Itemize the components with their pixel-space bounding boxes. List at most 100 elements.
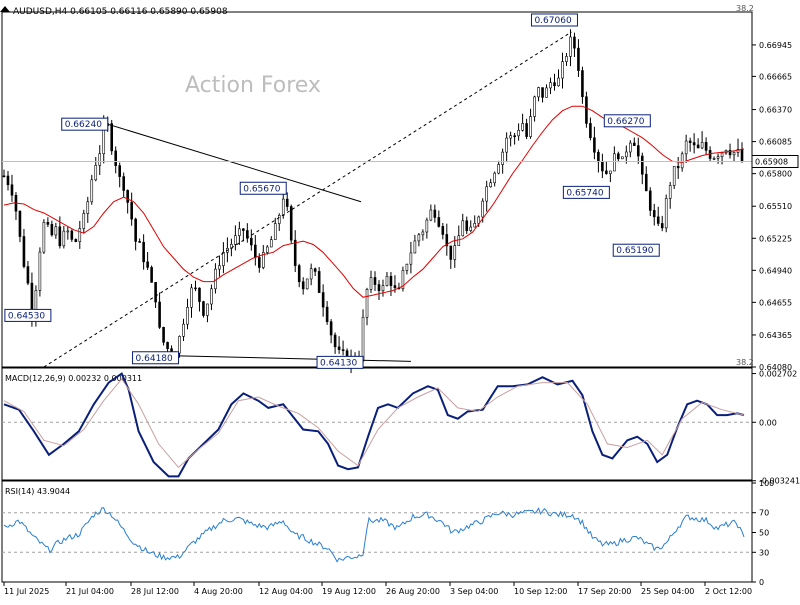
- candle: [525, 123, 528, 137]
- candle: [78, 228, 82, 242]
- candle: [198, 287, 201, 302]
- candle: [553, 82, 556, 87]
- candle: [277, 215, 281, 224]
- candle: [437, 217, 441, 227]
- candle: [254, 244, 257, 258]
- x-tick-label: 25 Sep 04:00: [641, 587, 694, 596]
- price-label-box: [239, 181, 287, 195]
- fib-label-bottom: 38.2: [736, 358, 754, 367]
- candle: [162, 327, 165, 343]
- price-label-box: [603, 114, 651, 128]
- candle: [58, 226, 62, 247]
- price-label-box: [316, 355, 364, 369]
- symbol-triangle-icon: [0, 6, 10, 12]
- candle: [644, 173, 648, 192]
- candle: [118, 165, 121, 177]
- price-tick-label: 0.64655: [759, 298, 792, 307]
- candle: [94, 165, 98, 181]
- header-ohlc: AUDUSD,H4 0.66105 0.66116 0.65890 0.6590…: [13, 7, 228, 17]
- macd-tick-label: -0.003241: [759, 477, 800, 486]
- candle: [46, 221, 50, 225]
- candle: [333, 334, 337, 348]
- price-label-text: 0.66270: [607, 117, 644, 127]
- candle: [696, 144, 700, 149]
- candle: [676, 166, 680, 169]
- macd-line: [3, 372, 745, 478]
- candle: [569, 36, 572, 57]
- candle: [425, 219, 429, 233]
- candle: [485, 186, 488, 202]
- price-tick-label: 0.64365: [759, 331, 792, 340]
- candle: [601, 161, 604, 172]
- price-label-text: 0.64130: [320, 358, 357, 368]
- candle: [712, 158, 716, 160]
- candle: [186, 307, 189, 325]
- candle: [517, 129, 520, 137]
- watermark-text: Action Forex: [185, 73, 321, 98]
- candle: [732, 152, 736, 156]
- candle: [317, 271, 321, 293]
- candle: [736, 149, 740, 153]
- candle: [561, 61, 564, 79]
- candle: [50, 224, 54, 236]
- candle: [385, 275, 389, 286]
- price-tick-label: 0.64940: [759, 266, 792, 275]
- candle: [178, 336, 181, 354]
- candle: [242, 228, 245, 231]
- candle: [453, 245, 457, 260]
- candle: [142, 241, 145, 263]
- candle: [194, 287, 197, 290]
- candle: [537, 87, 540, 98]
- candle: [660, 223, 664, 229]
- current-price-label: 0.65908: [755, 157, 788, 166]
- price-label-box: [562, 185, 610, 199]
- candle: [652, 210, 656, 218]
- moving-average-line: [3, 105, 745, 298]
- macd-legend: MACD(12,26,9) 0.00232 0.000311: [5, 374, 142, 383]
- candle: [473, 223, 477, 228]
- candle: [214, 268, 217, 290]
- candle: [329, 321, 333, 336]
- candle: [130, 202, 133, 220]
- candle: [648, 190, 652, 211]
- candle: [305, 278, 309, 290]
- candle: [82, 213, 86, 229]
- candle: [74, 239, 78, 242]
- candle: [581, 70, 584, 98]
- x-tick-label: 11 Jul 2025: [4, 587, 49, 596]
- candle: [429, 209, 433, 221]
- candle: [297, 265, 301, 283]
- candle: [218, 265, 221, 270]
- candle: [740, 149, 744, 162]
- candle: [489, 182, 492, 188]
- rsi-legend: RSI(14) 43.9044: [5, 487, 70, 496]
- price-tick-label: 0.64080: [759, 363, 792, 372]
- candle: [629, 142, 632, 153]
- candle: [493, 172, 496, 184]
- price-tick-label: 0.65800: [759, 170, 792, 179]
- x-tick-label: 17 Sep 20:00: [578, 587, 631, 596]
- candle: [182, 323, 185, 337]
- price-tick-label: 0.66085: [759, 138, 792, 147]
- candle: [26, 266, 30, 284]
- rsi-tick-label: 100: [759, 479, 774, 488]
- candle: [202, 301, 205, 316]
- candle: [2, 175, 6, 178]
- candle: [393, 285, 397, 289]
- candle: [413, 240, 417, 254]
- candle: [285, 198, 289, 207]
- candle: [680, 153, 684, 169]
- price-label-text: 0.66240: [65, 120, 102, 130]
- candle: [617, 153, 620, 160]
- candle: [720, 152, 724, 157]
- candle: [206, 303, 209, 316]
- price-label-text: 0.64530: [8, 311, 45, 321]
- candle: [373, 277, 377, 285]
- price-tick-label: 0.66945: [759, 41, 792, 50]
- candle: [577, 47, 580, 71]
- candle: [609, 170, 612, 174]
- macd-panel-frame: [1, 367, 753, 481]
- candle: [150, 267, 153, 283]
